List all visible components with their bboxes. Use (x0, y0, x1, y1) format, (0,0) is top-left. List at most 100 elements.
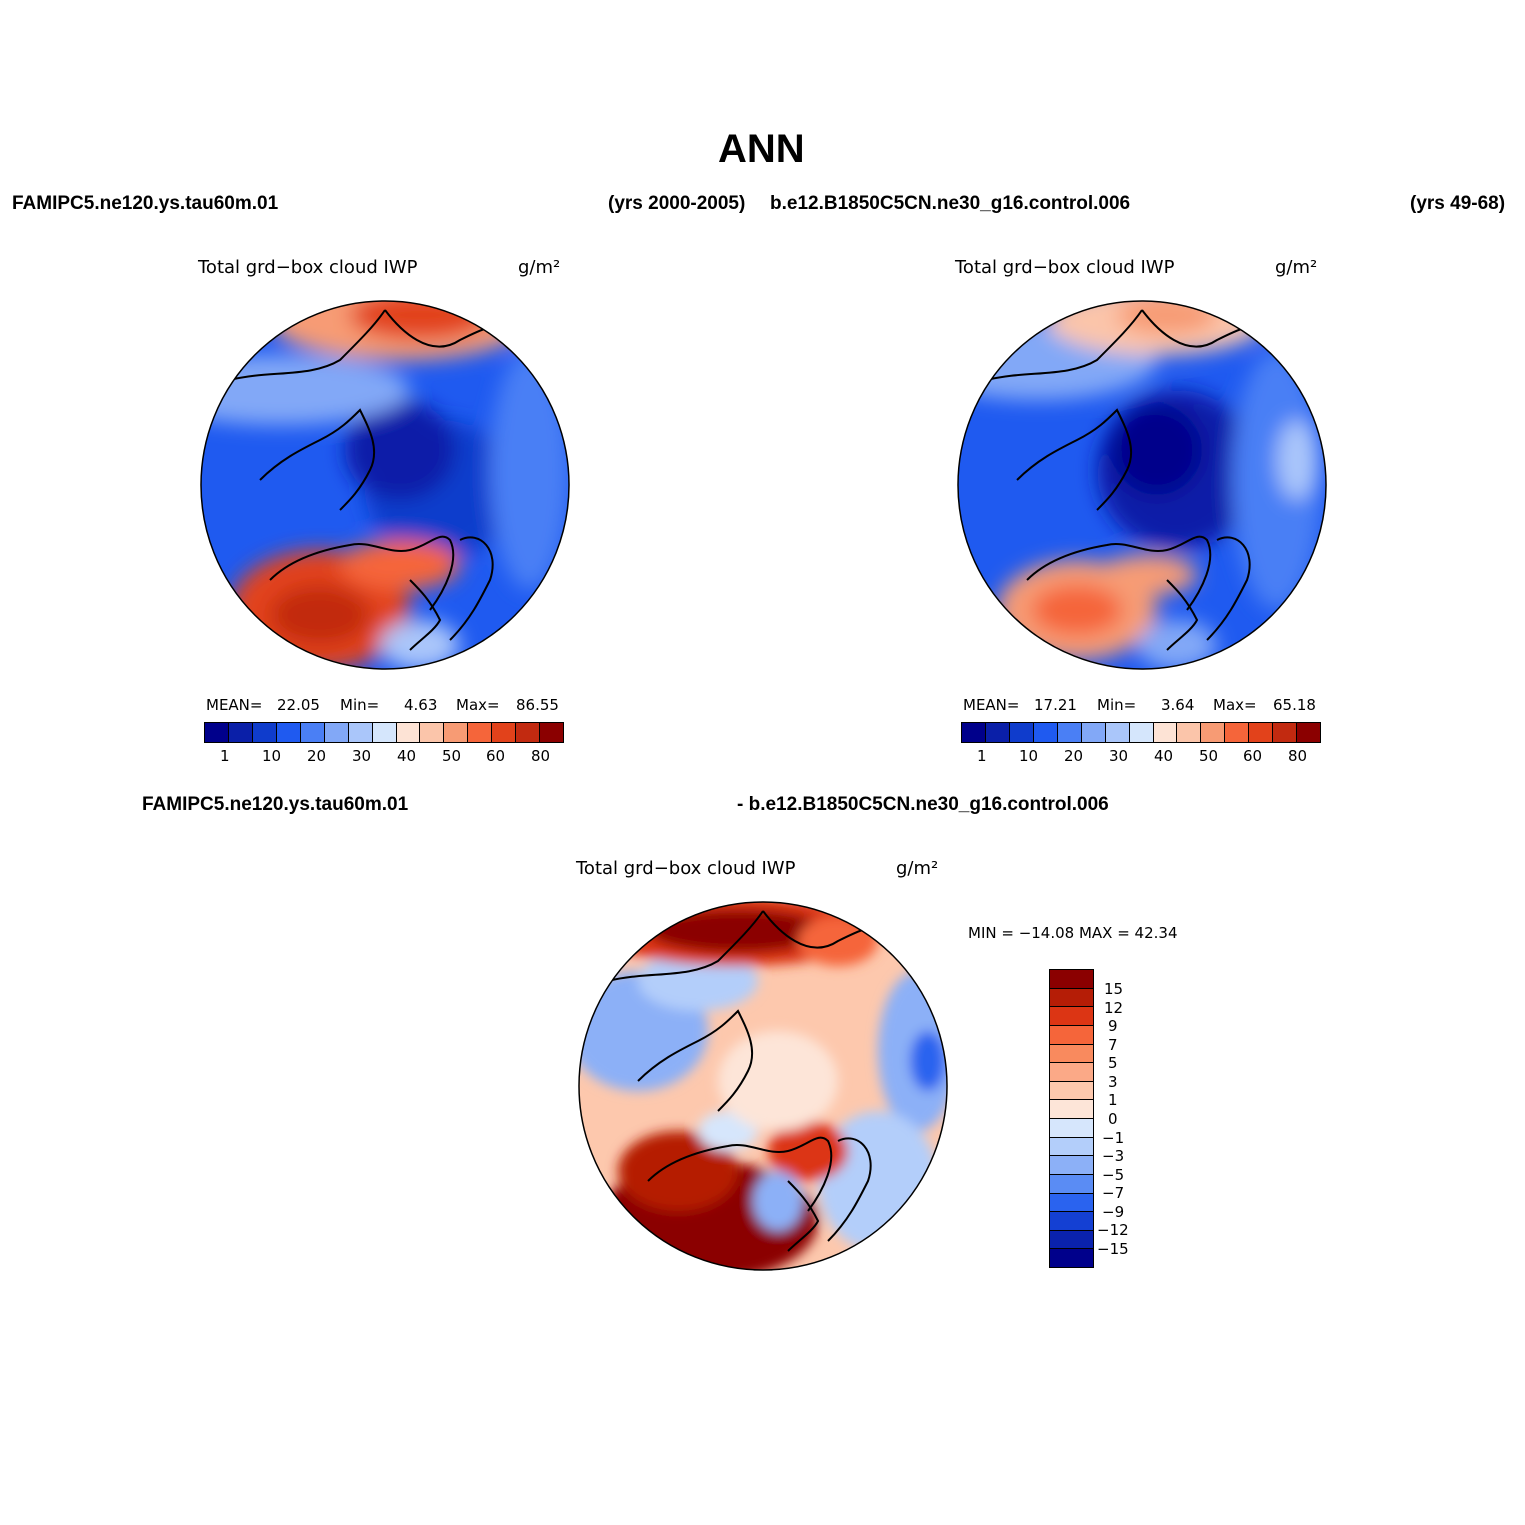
left-min-value: 4.63 (404, 696, 438, 714)
left-colorbar-tick: 60 (486, 747, 506, 765)
diff-colorbar-tick: −7 (1102, 1184, 1125, 1202)
colorbar-swatch (444, 723, 469, 742)
diff-minmax-label: MIN = −14.08 MAX = 42.34 (968, 924, 1178, 942)
colorbar-swatch (1273, 723, 1298, 742)
right-case-name: b.e12.B1850C5CN.ne30_g16.control.006 (770, 193, 1131, 214)
diff-colorbar-tick: 9 (1108, 1017, 1118, 1035)
colorbar-swatch (1177, 723, 1202, 742)
colorbar-swatch (228, 723, 253, 742)
colorbar-swatch (1050, 1193, 1093, 1213)
diff-polar-map (578, 901, 948, 1271)
colorbar-swatch (300, 723, 325, 742)
colorbar-swatch (1225, 723, 1250, 742)
right-colorbar-tick: 50 (1199, 747, 1219, 765)
left-units-label: g/m² (518, 257, 561, 278)
colorbar-swatch (1201, 723, 1226, 742)
diff-colorbar (1049, 969, 1094, 1268)
diff-case-right: - b.e12.B1850C5CN.ne30_g16.control.006 (737, 794, 1109, 815)
right-colorbar-tick: 40 (1154, 747, 1174, 765)
colorbar-swatch (420, 723, 445, 742)
right-colorbar-tick: 80 (1288, 747, 1308, 765)
right-colorbar-tick: 60 (1243, 747, 1263, 765)
right-max-value: 65.18 (1273, 696, 1316, 714)
diff-colorbar-tick: 5 (1108, 1054, 1118, 1072)
colorbar-swatch (1249, 723, 1274, 742)
colorbar-swatch (1050, 1025, 1093, 1045)
colorbar-swatch (1050, 1100, 1093, 1119)
colorbar-swatch (1050, 1174, 1093, 1194)
diff-colorbar-tick: 0 (1108, 1110, 1118, 1128)
colorbar-swatch (205, 723, 229, 742)
colorbar-swatch (324, 723, 349, 742)
colorbar-swatch (1033, 723, 1058, 742)
left-colorbar-tick: 80 (531, 747, 551, 765)
diff-colorbar-tick: −3 (1102, 1147, 1125, 1165)
left-variable-label: Total grd−box cloud IWP (198, 257, 418, 278)
right-colorbar-tick: 1 (977, 747, 987, 765)
colorbar-swatch (1129, 723, 1154, 742)
colorbar-swatch (1050, 1230, 1093, 1250)
right-colorbar-tick: 20 (1064, 747, 1084, 765)
colorbar-swatch (1050, 1119, 1093, 1138)
left-max-value: 86.55 (516, 696, 559, 714)
right-mean-value: 17.21 (1034, 696, 1077, 714)
left-colorbar-tick: 50 (442, 747, 462, 765)
colorbar-swatch (348, 723, 373, 742)
right-colorbar-tick: 10 (1019, 747, 1039, 765)
colorbar-swatch (1105, 723, 1130, 742)
left-min-label: Min= (340, 696, 380, 714)
left-mean-value: 22.05 (277, 696, 320, 714)
plot-title: ANN (718, 127, 805, 171)
diff-colorbar-tick: 1 (1108, 1091, 1118, 1109)
left-colorbar-tick: 10 (262, 747, 282, 765)
colorbar-swatch (1050, 988, 1093, 1008)
diff-variable-label: Total grd−box cloud IWP (576, 858, 796, 879)
left-polar-map (200, 300, 570, 670)
colorbar-swatch (252, 723, 277, 742)
right-polar-map (957, 300, 1327, 670)
left-max-label: Max= (456, 696, 500, 714)
colorbar-swatch (1050, 1081, 1093, 1101)
colorbar-swatch (1050, 1137, 1093, 1157)
right-mean-label: MEAN= (963, 696, 1020, 714)
diff-case-left: FAMIPC5.ne120.ys.tau60m.01 (142, 794, 409, 815)
colorbar-swatch (962, 723, 986, 742)
right-units-label: g/m² (1275, 257, 1318, 278)
left-colorbar-tick: 40 (397, 747, 417, 765)
right-max-label: Max= (1213, 696, 1257, 714)
left-mean-label: MEAN= (206, 696, 263, 714)
right-variable-label: Total grd−box cloud IWP (955, 257, 1175, 278)
right-colorbar (961, 722, 1321, 743)
left-colorbar-tick: 1 (220, 747, 230, 765)
diff-colorbar-tick: −12 (1097, 1221, 1129, 1239)
left-colorbar-tick: 20 (307, 747, 327, 765)
colorbar-swatch (468, 723, 493, 742)
diff-colorbar-tick: 15 (1104, 980, 1124, 998)
left-colorbar (204, 722, 564, 743)
diff-colorbar-tick: −5 (1102, 1166, 1125, 1184)
colorbar-swatch (1050, 1007, 1093, 1026)
colorbar-swatch (1050, 1212, 1093, 1231)
diff-colorbar-tick: −9 (1102, 1203, 1125, 1221)
colorbar-swatch (1153, 723, 1178, 742)
colorbar-swatch (1050, 970, 1093, 989)
colorbar-swatch (516, 723, 541, 742)
diff-colorbar-tick: −15 (1097, 1240, 1129, 1258)
left-case-name: FAMIPC5.ne120.ys.tau60m.01 (12, 193, 279, 214)
diff-colorbar-tick: 12 (1104, 999, 1124, 1017)
diff-colorbar-tick: −1 (1102, 1129, 1125, 1147)
colorbar-swatch (276, 723, 301, 742)
left-case-years: (yrs 2000-2005) (608, 193, 746, 214)
colorbar-swatch (1081, 723, 1106, 742)
colorbar-swatch (985, 723, 1010, 742)
colorbar-swatch (1050, 1249, 1093, 1267)
right-min-value: 3.64 (1161, 696, 1195, 714)
colorbar-swatch (1057, 723, 1082, 742)
right-min-label: Min= (1097, 696, 1137, 714)
colorbar-swatch (492, 723, 517, 742)
colorbar-swatch (1297, 723, 1321, 742)
colorbar-swatch (1050, 1063, 1093, 1082)
right-colorbar-tick: 30 (1109, 747, 1129, 765)
left-colorbar-tick: 30 (352, 747, 372, 765)
colorbar-swatch (1050, 1156, 1093, 1175)
